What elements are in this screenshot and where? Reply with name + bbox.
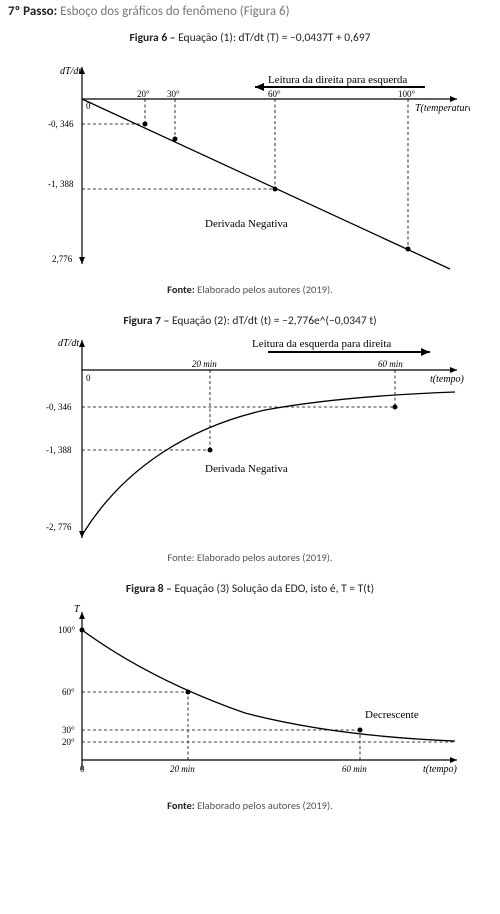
marker (173, 137, 178, 142)
fig6-fonte: Fonte: Elaborado pelos autores (2019). (8, 283, 492, 296)
y-axis-label: T (74, 604, 81, 615)
curve-label: Derivada Negativa (205, 463, 288, 475)
fonte-prefix: Fonte: (167, 551, 196, 564)
fonte-body: Elaborado pelos autores (2019). (197, 283, 333, 296)
step-bold: 7º Passo: (8, 4, 57, 19)
step-header: 7º Passo: Esboço dos gráficos do fenômen… (8, 4, 492, 19)
fig6-chart: dT/dt T(temperatura) Leitura da direita … (8, 49, 492, 279)
fig8-caption: Figura 8 – Equação (3) Solução da EDO, i… (8, 582, 492, 596)
marker (273, 187, 278, 192)
fig7-fonte: Fonte: Elaborado pelos autores (2019). (8, 551, 492, 564)
fig7-svg: dT/dt t(tempo) Leitura da esquerda para … (30, 332, 470, 547)
xtick: 60° (268, 89, 281, 99)
xtick: 0 (86, 101, 91, 111)
direction-arrowhead (421, 348, 430, 356)
fig8-caption-prefix: Figura 8 – (126, 582, 175, 596)
fig8-chart: T t(tempo) 100° 60° 30° 20° 0 20 min 60 … (8, 600, 492, 795)
ytick: 20° (62, 737, 75, 747)
ytick: 60° (62, 687, 75, 697)
xtick: 60 min (342, 764, 367, 774)
xtick: 20 min (170, 764, 195, 774)
ytick: 30° (62, 725, 75, 735)
x-axis-arrow (450, 757, 457, 763)
ytick: -2, 776 (46, 522, 72, 532)
guides (82, 692, 360, 760)
curve-label: Decrescente (365, 709, 419, 721)
marker (80, 628, 85, 633)
fig6-caption-prefix: Figura 6 – (129, 31, 178, 45)
xtick: 20° (137, 89, 150, 99)
x-axis-label: t(tempo) (430, 374, 465, 385)
direction-text: Leitura da direita para esquerda (268, 74, 407, 86)
fonte-body: Elaborado pelos autores (2019). (197, 551, 333, 564)
xtick: 60 min (378, 359, 403, 369)
marker (358, 728, 363, 733)
ytick: 100° (58, 625, 76, 635)
fig7-caption: Figura 7 – Equação (2): dT/dt (t) = −2,7… (8, 314, 492, 328)
direction-text: Leitura da esquerda para direita (252, 338, 391, 350)
fig7-chart: dT/dt t(tempo) Leitura da esquerda para … (8, 332, 492, 547)
direction-arrowhead (255, 83, 264, 91)
ytick: 2,776 (52, 254, 73, 264)
y-axis-label: dT/dt (60, 66, 81, 77)
exp-curve (84, 392, 455, 532)
fig6-caption-body: Equação (1): dT/dt (T) = −0,0437T + 0,69… (178, 31, 370, 45)
xtick: 30° (167, 89, 180, 99)
fig6-svg: dT/dt T(temperatura) Leitura da direita … (30, 49, 470, 279)
step-rest: Esboço dos gráficos do fenômeno (Figura … (57, 4, 289, 19)
y-axis-arrow-down (79, 257, 85, 264)
x-axis-arrow (450, 367, 457, 373)
x-axis-arrow (450, 96, 457, 102)
fonte-body: Elaborado pelos autores (2019). (197, 799, 333, 812)
guides (82, 370, 395, 450)
xtick: 0 (80, 764, 85, 774)
marker (143, 122, 148, 127)
xtick: 0 (86, 373, 91, 383)
marker (393, 405, 398, 410)
xtick: 100° (398, 89, 416, 99)
marker (406, 247, 411, 252)
fig7-caption-prefix: Figura 7 – (123, 314, 172, 328)
regression-line (82, 99, 450, 269)
ytick: -1, 388 (46, 445, 72, 455)
fig8-fonte: Fonte: Elaborado pelos autores (2019). (8, 799, 492, 812)
fig6-caption: Figura 6 – Equação (1): dT/dt (T) = −0,0… (8, 31, 492, 45)
ytick: -0, 346 (46, 402, 72, 412)
fonte-prefix: Fonte: (167, 283, 197, 296)
fig8-svg: T t(tempo) 100° 60° 30° 20° 0 20 min 60 … (30, 600, 470, 795)
marker (208, 448, 213, 453)
x-axis-label: T(temperatura) (415, 103, 470, 114)
fonte-prefix: Fonte: (167, 799, 197, 812)
fig8-caption-body: Equação (3) Solução da EDO, isto é, T = … (175, 582, 375, 596)
x-axis-label: t(tempo) (423, 764, 458, 775)
ytick: -0, 346 (48, 119, 74, 129)
y-axis-label: dT/dt (58, 338, 79, 349)
decay-curve (82, 630, 455, 741)
xtick: 20 min (192, 359, 217, 369)
y-axis-arrow-up (79, 340, 85, 347)
marker (186, 690, 191, 695)
curve-label: Derivada Negativa (205, 218, 288, 230)
y-axis-arrow (79, 612, 85, 619)
ytick: -1, 388 (48, 179, 74, 189)
fig7-caption-body: Equação (2): dT/dt (t) = −2,776e^(−0,034… (172, 314, 377, 328)
